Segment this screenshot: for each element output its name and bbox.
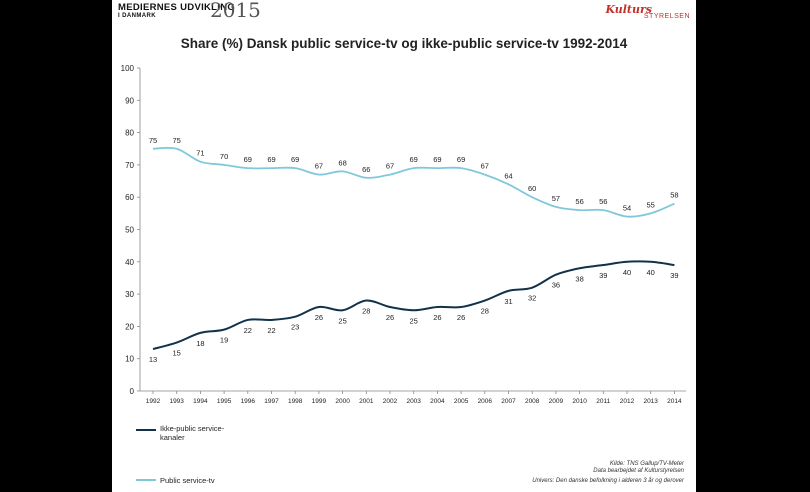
y-tick-label: 90	[125, 96, 134, 105]
line-chart: 0 10 20 30 40 50 60 70 80 90 100 1992 1993 1994 1995 19…	[121, 64, 686, 481]
x-tick-label: 2011	[596, 398, 610, 405]
data-label: 39	[599, 271, 607, 280]
data-label: 18	[196, 339, 204, 348]
data-label: 71	[196, 149, 204, 158]
x-tick-label: 2012	[620, 398, 635, 405]
data-label: 22	[244, 326, 252, 335]
data-label: 67	[386, 162, 394, 171]
x-tick-label: 2010	[572, 398, 587, 405]
data-label: 28	[481, 307, 489, 316]
x-tick-label: 2004	[430, 398, 445, 405]
source-line-3: Univers: Den danske befolkning i alderen…	[532, 478, 684, 484]
x-tick-label: 2002	[383, 398, 398, 405]
series-line-public-service-tv	[152, 146, 675, 218]
x-tick-label: 1992	[146, 398, 161, 405]
data-label: 55	[647, 200, 655, 209]
kulturstyrelsen-logo-text: STYRELSEN	[643, 13, 690, 20]
data-label: 25	[410, 316, 418, 325]
data-label: 69	[433, 155, 441, 164]
data-label: 32	[528, 294, 536, 303]
y-tick-label: 70	[125, 161, 134, 170]
series-line-ikke-public-service	[152, 260, 675, 350]
legend-label-ikke-line2: kanaler	[160, 433, 185, 442]
data-label: 56	[599, 197, 607, 206]
chart-title: Share (%) Dansk public service-tv og ikk…	[180, 36, 628, 51]
y-tick-label: 100	[121, 64, 135, 73]
x-tick-label: 2009	[549, 398, 564, 405]
x-tick-label: 1993	[169, 398, 184, 405]
data-label: 70	[220, 152, 228, 161]
data-label: 67	[481, 162, 489, 171]
data-label: 26	[386, 313, 394, 322]
data-label: 57	[552, 194, 560, 203]
data-label: 69	[267, 155, 275, 164]
data-label: 69	[410, 155, 418, 164]
x-tick-label: 2008	[525, 398, 540, 405]
brand-subtitle: I DANMARK	[118, 13, 156, 19]
x-tick-label: 2000	[335, 398, 350, 405]
data-label: 75	[149, 136, 157, 145]
y-tick-label: 10	[125, 355, 134, 364]
data-label: 25	[338, 316, 346, 325]
y-tick-label: 0	[130, 387, 135, 396]
data-label: 68	[338, 158, 346, 167]
x-tick-label: 1998	[288, 398, 303, 405]
data-label: 67	[315, 162, 323, 171]
data-label: 15	[173, 349, 181, 358]
data-label: 19	[220, 336, 228, 345]
x-tick-label: 2001	[359, 398, 374, 405]
data-label: 60	[528, 184, 536, 193]
data-label: 40	[647, 268, 655, 277]
data-label: 69	[457, 155, 465, 164]
data-label: 26	[457, 313, 465, 322]
data-label: 64	[504, 171, 512, 180]
brand-name: MEDIERNES UDVIKLING	[118, 2, 236, 13]
y-tick-label: 30	[125, 290, 134, 299]
x-tick-label: 1997	[264, 398, 279, 405]
data-label: 26	[433, 313, 441, 322]
data-label: 56	[575, 197, 583, 206]
x-tick-label: 1999	[312, 398, 327, 405]
y-tick-label: 40	[125, 258, 134, 267]
data-label: 22	[267, 326, 275, 335]
kulturstyrelsen-logo: Kulturs	[605, 3, 652, 16]
data-label: 31	[504, 297, 512, 306]
data-label: 38	[575, 274, 583, 283]
data-label: 69	[244, 155, 252, 164]
y-tick-label: 20	[125, 322, 134, 331]
x-tick-label: 2005	[454, 398, 469, 405]
source-line-1: Kilde: TNS Gallup/TV-Meter	[609, 461, 684, 467]
data-label: 26	[315, 313, 323, 322]
data-label: 28	[362, 307, 370, 316]
y-tick-label: 80	[125, 129, 134, 138]
slide: MEDIERNES UDVIKLING I DANMARK 2015 Kultu…	[112, 0, 696, 492]
data-label: 23	[291, 323, 299, 332]
x-tick-label: 2014	[667, 398, 682, 405]
y-tick-label: 60	[125, 193, 134, 202]
x-tick-label: 1994	[193, 398, 208, 405]
x-tick-label: 2013	[643, 398, 658, 405]
x-tick-label: 2003	[406, 398, 421, 405]
source-line-2: Data bearbejdet af Kulturstyrelsen	[593, 468, 684, 474]
y-tick-label: 50	[125, 226, 134, 235]
x-tick-label: 1995	[217, 398, 232, 405]
data-label: 69	[291, 155, 299, 164]
data-label: 39	[670, 271, 678, 280]
data-label: 36	[552, 281, 560, 290]
legend-label-public: Public service-tv	[160, 476, 215, 485]
data-label: 40	[623, 268, 631, 277]
data-label: 58	[670, 191, 678, 200]
data-label: 66	[362, 165, 370, 174]
x-tick-label: 2006	[478, 398, 493, 405]
data-label: 13	[149, 355, 157, 364]
brand-year: 2015	[210, 0, 261, 22]
x-tick-label: 1996	[241, 398, 256, 405]
data-label: 54	[623, 204, 631, 213]
data-label: 75	[173, 136, 181, 145]
legend-label-ikke-line1: Ikke-public service-	[160, 424, 225, 433]
x-tick-label: 2007	[501, 398, 516, 405]
